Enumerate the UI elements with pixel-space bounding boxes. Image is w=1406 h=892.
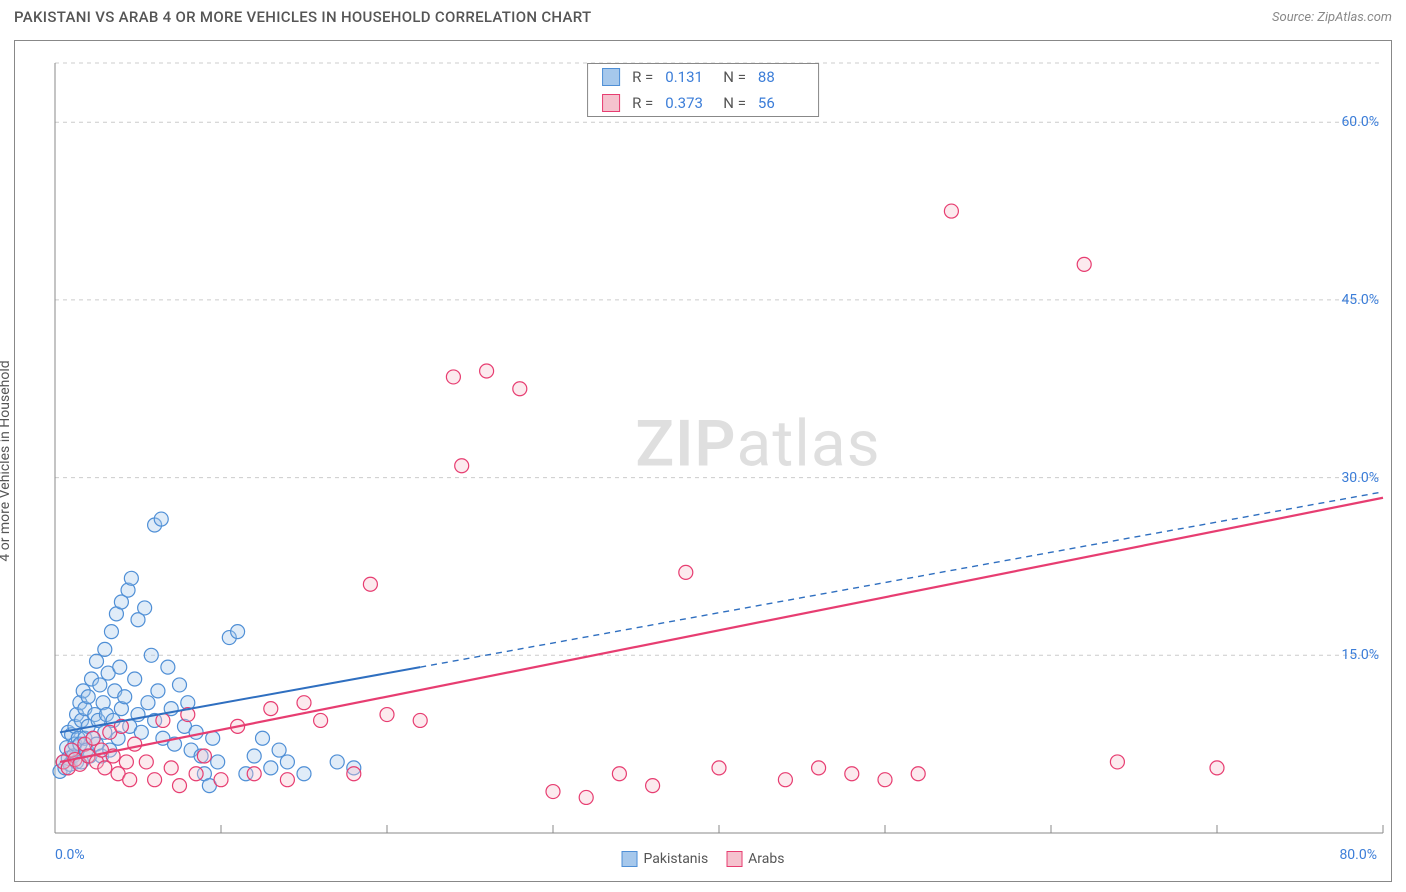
- y-axis-title: 4 or more Vehicles in Household: [0, 360, 13, 561]
- r-value-arabs: 0.373: [665, 94, 711, 112]
- y-tick-label: 30.0%: [1341, 470, 1379, 486]
- swatch-arabs: [602, 94, 620, 112]
- n-value-arabs: 56: [758, 94, 804, 112]
- y-tick-label: 45.0%: [1341, 292, 1379, 308]
- y-tick-label: 60.0%: [1341, 114, 1379, 130]
- swatch-pakistanis: [602, 68, 620, 86]
- correlation-row-pakistanis: R = 0.131 N = 88: [588, 64, 818, 90]
- legend-label-pakistanis: Pakistanis: [644, 851, 709, 867]
- x-min-label: 0.0%: [55, 847, 85, 863]
- correlation-legend-box: R = 0.131 N = 88 R = 0.373 N = 56: [587, 63, 819, 117]
- series-legend: Pakistanis Arabs: [622, 851, 785, 867]
- legend-swatch-pakistanis: [622, 851, 638, 867]
- chart-header: PAKISTANI VS ARAB 4 OR MORE VEHICLES IN …: [0, 0, 1406, 30]
- chart-container: R = 0.131 N = 88 R = 0.373 N = 56 4 or m…: [14, 40, 1392, 882]
- y-tick-label: 15.0%: [1341, 647, 1379, 663]
- chart-title: PAKISTANI VS ARAB 4 OR MORE VEHICLES IN …: [14, 8, 591, 26]
- r-label: R =: [632, 94, 653, 112]
- correlation-row-arabs: R = 0.373 N = 56: [588, 90, 818, 116]
- legend-item-pakistanis: Pakistanis: [622, 851, 709, 867]
- n-value-pakistanis: 88: [758, 68, 804, 86]
- x-max-label: 80.0%: [1339, 847, 1377, 863]
- legend-label-arabs: Arabs: [748, 851, 784, 867]
- r-value-pakistanis: 0.131: [665, 68, 711, 86]
- r-label: R =: [632, 68, 653, 86]
- legend-swatch-arabs: [726, 851, 742, 867]
- scatter-svg: [55, 63, 1383, 833]
- n-label: N =: [723, 68, 746, 86]
- chart-source: Source: ZipAtlas.com: [1272, 10, 1392, 25]
- plot-area: [55, 63, 1383, 833]
- n-label: N =: [723, 94, 746, 112]
- legend-item-arabs: Arabs: [726, 851, 784, 867]
